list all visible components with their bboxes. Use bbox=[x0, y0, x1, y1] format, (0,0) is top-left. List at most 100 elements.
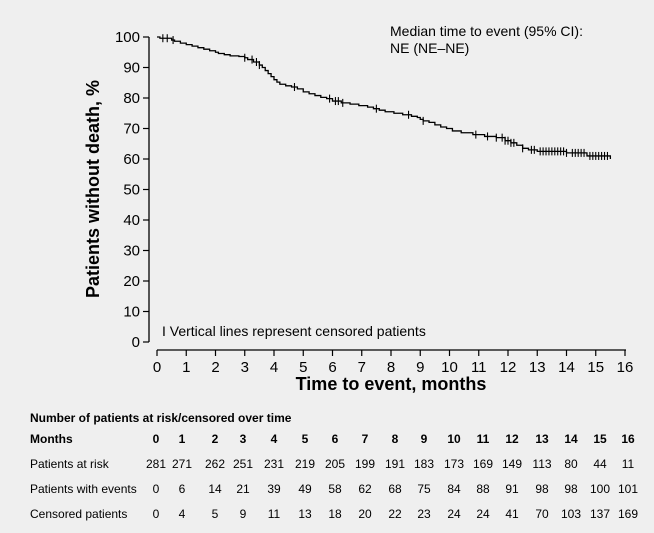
risk-header-row-label: Months bbox=[30, 432, 73, 446]
risk-cell: 2 bbox=[211, 432, 219, 446]
y-tick-label: 70 bbox=[123, 121, 140, 138]
risk-cell: 199 bbox=[354, 457, 376, 471]
y-tick-label: 20 bbox=[123, 273, 140, 290]
risk-cell: 44 bbox=[593, 457, 607, 471]
risk-row-3-label: Censored patients bbox=[30, 507, 128, 521]
censor-marks bbox=[162, 34, 609, 160]
risk-cell: 24 bbox=[447, 507, 461, 521]
y-tick-label: 40 bbox=[123, 212, 140, 229]
risk-cell: 0 bbox=[152, 482, 160, 496]
risk-cell: 14 bbox=[208, 482, 222, 496]
x-tick-label: 9 bbox=[416, 359, 424, 376]
risk-cell: 7 bbox=[361, 432, 369, 446]
risk-cell: 49 bbox=[298, 482, 312, 496]
risk-cell: 88 bbox=[476, 482, 490, 496]
risk-cell: 262 bbox=[204, 457, 226, 471]
risk-cell: 68 bbox=[388, 482, 402, 496]
risk-cell: 23 bbox=[417, 507, 431, 521]
y-tick-label: 100 bbox=[115, 29, 140, 46]
risk-cell: 8 bbox=[391, 432, 399, 446]
risk-cell: 58 bbox=[328, 482, 342, 496]
risk-cell: 21 bbox=[236, 482, 250, 496]
risk-cell: 101 bbox=[617, 482, 639, 496]
risk-cell: 219 bbox=[294, 457, 316, 471]
risk-cell: 91 bbox=[505, 482, 519, 496]
x-tick-label: 0 bbox=[153, 359, 161, 376]
y-tick-label: 30 bbox=[123, 243, 140, 260]
risk-cell: 0 bbox=[152, 507, 160, 521]
x-tick-label: 5 bbox=[299, 359, 307, 376]
x-tick-label: 2 bbox=[211, 359, 219, 376]
risk-cell: 1 bbox=[178, 432, 186, 446]
risk-table-body: Months 0 1 2 3 4 5 6 7 8 9 10 11 12 13 14 15 16 Patients a… bbox=[30, 427, 642, 527]
x-tick-label: 13 bbox=[529, 359, 546, 376]
risk-cell: 13 bbox=[298, 507, 312, 521]
risk-cell: 41 bbox=[505, 507, 519, 521]
risk-cell: 271 bbox=[171, 457, 193, 471]
y-tick-label: 10 bbox=[123, 304, 140, 321]
risk-table: Number of patients at risk/censored over… bbox=[30, 409, 642, 527]
risk-cell: 5 bbox=[301, 432, 309, 446]
risk-cell: 12 bbox=[505, 432, 519, 446]
risk-row-2-label: Patients with events bbox=[30, 482, 137, 496]
x-tick-label: 4 bbox=[270, 359, 278, 376]
y-tick-label: 60 bbox=[123, 151, 140, 168]
x-axis-title: Time to event, months bbox=[296, 374, 487, 394]
risk-cell: 191 bbox=[384, 457, 406, 471]
median-label: Median time to event (95% CI): bbox=[390, 23, 583, 39]
x-tick-label: 14 bbox=[558, 359, 575, 376]
risk-cell: 62 bbox=[358, 482, 372, 496]
risk-cell: 6 bbox=[178, 482, 186, 496]
risk-cell: 14 bbox=[564, 432, 578, 446]
x-tick-label: 11 bbox=[471, 359, 487, 376]
y-axis-title: Patients without death, % bbox=[83, 80, 103, 298]
risk-cell: 169 bbox=[472, 457, 494, 471]
risk-cell: 70 bbox=[535, 507, 549, 521]
risk-cell: 9 bbox=[420, 432, 428, 446]
censor-note: I Vertical lines represent censored pati… bbox=[162, 323, 426, 339]
median-value: NE (NE–NE) bbox=[390, 40, 469, 56]
risk-cell: 11 bbox=[267, 507, 281, 521]
x-tick-label: 3 bbox=[241, 359, 249, 376]
risk-cell: 113 bbox=[532, 457, 552, 471]
risk-cell: 98 bbox=[564, 482, 578, 496]
risk-cell: 4 bbox=[178, 507, 186, 521]
risk-cell: 75 bbox=[417, 482, 431, 496]
risk-cell: 22 bbox=[388, 507, 402, 521]
risk-cell: 4 bbox=[270, 432, 278, 446]
risk-cell: 13 bbox=[535, 432, 549, 446]
risk-cell: 3 bbox=[239, 432, 247, 446]
risk-cell: 84 bbox=[447, 482, 461, 496]
x-tick-label: 16 bbox=[617, 359, 634, 376]
risk-cell: 10 bbox=[447, 432, 461, 446]
risk-cell: 5 bbox=[211, 507, 219, 521]
axes bbox=[148, 37, 626, 351]
km-curve-line bbox=[157, 36, 612, 159]
x-tick-label: 10 bbox=[441, 359, 458, 376]
risk-cell: 149 bbox=[501, 457, 523, 471]
y-tick-label: 80 bbox=[123, 90, 140, 107]
x-tick-label: 1 bbox=[182, 359, 190, 376]
risk-cell: 103 bbox=[560, 507, 582, 521]
x-tick-label: 15 bbox=[587, 359, 604, 376]
risk-cell: 6 bbox=[331, 432, 339, 446]
risk-cell: 15 bbox=[593, 432, 607, 446]
risk-table-title: Number of patients at risk/censored over… bbox=[30, 411, 292, 425]
risk-cell: 11 bbox=[476, 432, 490, 446]
risk-cell: 80 bbox=[564, 457, 578, 471]
risk-cell: 251 bbox=[232, 457, 254, 471]
y-tick-label: 90 bbox=[123, 60, 140, 77]
risk-header-row: Months 0 1 2 3 4 5 6 7 8 9 10 11 12 13 14 15 16 bbox=[30, 427, 642, 452]
risk-cell: 20 bbox=[358, 507, 372, 521]
risk-row-1-label: Patients at risk bbox=[30, 457, 109, 471]
risk-cell: 11 bbox=[621, 457, 635, 471]
risk-cell: 137 bbox=[589, 507, 611, 521]
risk-cell: 183 bbox=[413, 457, 435, 471]
x-tick-label: 8 bbox=[387, 359, 395, 376]
risk-row-2: Patients with events 0 6 14 21 39 49 58 62 68 75 84… bbox=[30, 477, 642, 502]
risk-cell: 18 bbox=[328, 507, 342, 521]
risk-cell: 98 bbox=[535, 482, 549, 496]
y-tick-label: 0 bbox=[132, 334, 140, 351]
risk-cell: 100 bbox=[589, 482, 611, 496]
